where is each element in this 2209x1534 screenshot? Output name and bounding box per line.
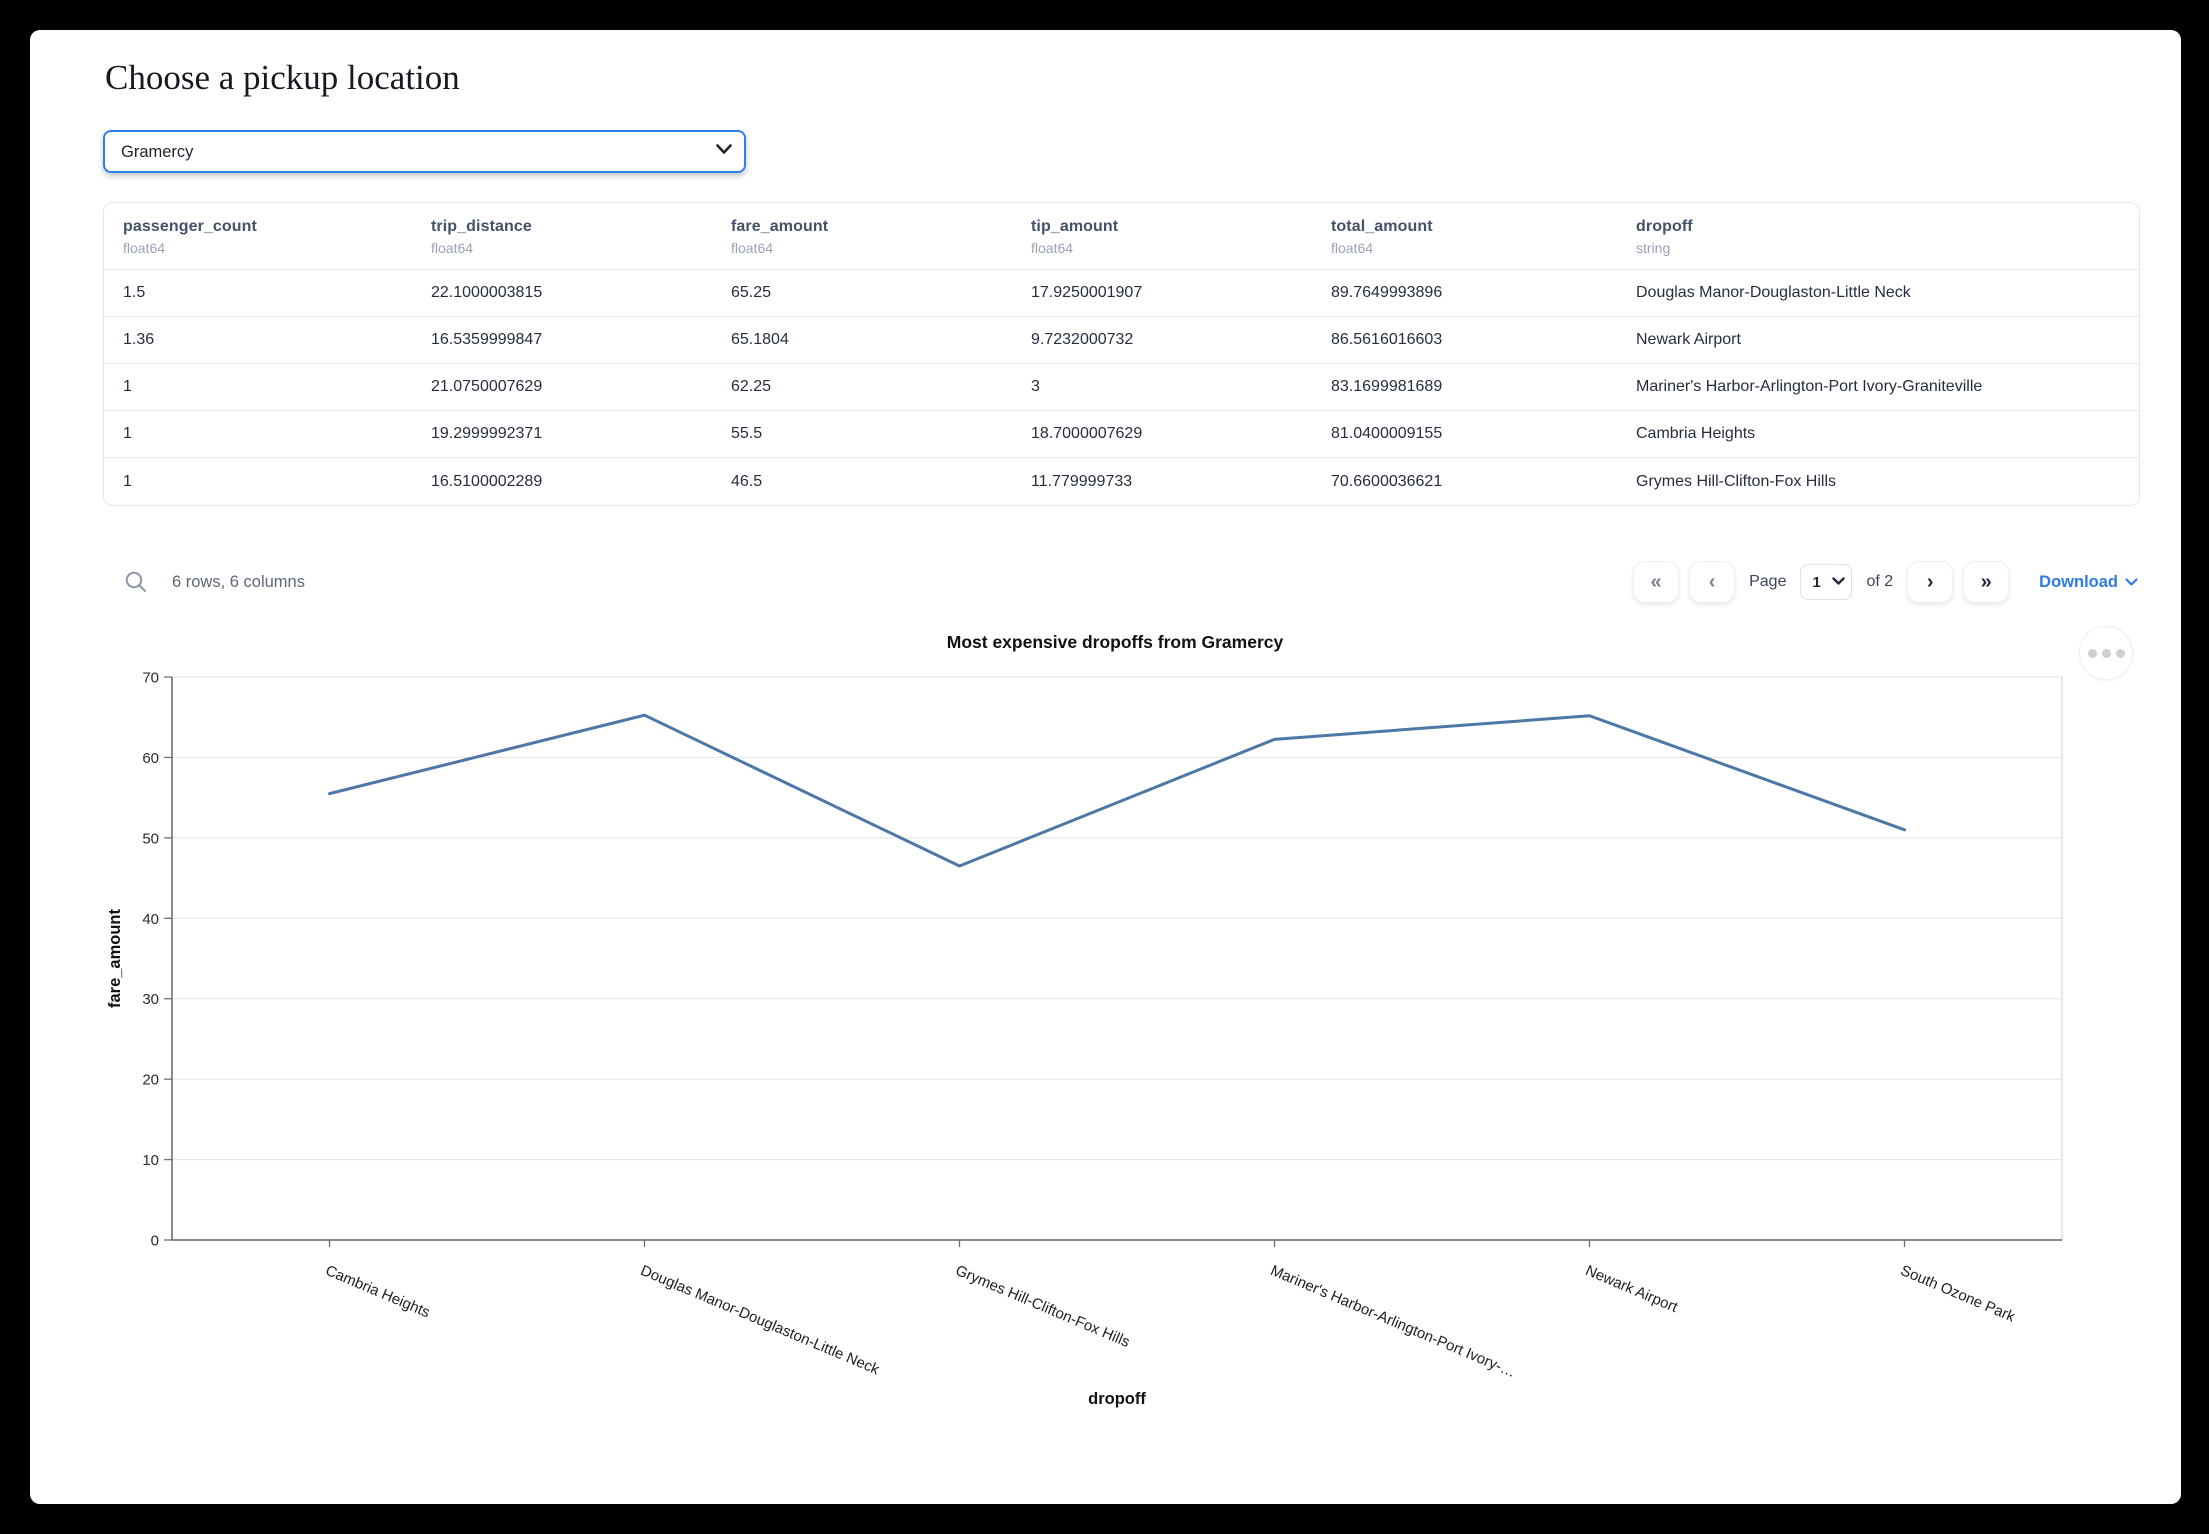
chevron-down-icon [2125, 577, 2138, 586]
page-of-label: of 2 [1866, 573, 1894, 590]
table-cell: 86.5616016603 [1331, 331, 1443, 348]
table-cell: Newark Airport [1636, 331, 1741, 348]
next-page-button[interactable]: › [1907, 561, 1954, 603]
table-cell: 21.0750007629 [431, 378, 543, 395]
column-header[interactable]: trip_distance float64 [412, 218, 712, 256]
table-cell: 19.2999992371 [431, 425, 543, 442]
table-cell: 55.5 [731, 425, 763, 442]
column-header[interactable]: fare_amount float64 [712, 218, 1012, 256]
page-select-wrap: 1 [1800, 564, 1853, 600]
table-cell: 83.1699981689 [1331, 378, 1443, 395]
y-tick-label: 70 [142, 670, 159, 687]
table-row: 1 16.5100002289 46.5 11.779999733 70.6600036… [104, 458, 2139, 505]
table-cell: 89.7649993896 [1331, 284, 1443, 301]
table-cell: 17.9250001907 [1031, 284, 1143, 301]
x-tick-label: Douglas Manor-Douglaston-Little Neck [638, 1262, 882, 1379]
table-cell: 65.25 [731, 284, 772, 301]
column-dtype: float64 [1031, 240, 1074, 256]
table-row: 1.36 16.5359999847 65.1804 9.7232000732 86.5… [104, 317, 2139, 364]
y-tick-label: 0 [151, 1233, 159, 1250]
column-header[interactable]: total_amount float64 [1312, 218, 1617, 256]
pagination-controls: « ‹ Page 1 of 2 › » Download [1633, 561, 2140, 603]
pickup-location-select[interactable]: Gramercy [103, 130, 746, 173]
x-tick-label: Newark Airport [1583, 1262, 1681, 1316]
x-tick-label: Grymes Hill-Clifton-Fox Hills [953, 1262, 1132, 1351]
table-cell: 1.5 [123, 284, 146, 301]
ellipsis-menu-icon [2087, 648, 2097, 658]
table-footer-left: 6 rows, 6 columns [103, 569, 305, 595]
y-tick-label: 60 [142, 750, 159, 767]
column-dtype: float64 [123, 240, 166, 256]
table-cell: Douglas Manor-Douglaston-Little Neck [1636, 284, 1911, 301]
table-cell: Mariner's Harbor-Arlington-Port Ivory-Gr… [1636, 378, 1983, 395]
x-axis-label: dropoff [1088, 1390, 1146, 1408]
table-body: 1.5 22.1000003815 65.25 17.9250001907 89.764… [104, 270, 2139, 505]
line-chart: 0 10 20 30 40 50 60 70 Cambria Heights Douglas Ma… [106, 670, 2063, 1408]
chart-options-ellipsis-button[interactable] [2079, 626, 2133, 680]
y-tick-label: 20 [142, 1072, 159, 1089]
column-name: fare_amount [731, 218, 829, 235]
table-cell: 1 [123, 378, 132, 395]
table-cell: 3 [1031, 378, 1040, 395]
search-icon[interactable] [123, 569, 149, 595]
table-cell: 1.36 [123, 331, 155, 348]
column-name: passenger_count [123, 218, 257, 235]
y-axis-label: fare_amount [106, 908, 124, 1008]
x-tick-label: Mariner's Harbor-Arlington-Port Ivory-… [1268, 1262, 1518, 1381]
column-dtype: float64 [431, 240, 474, 256]
x-tick-label: South Ozone Park [1898, 1262, 2018, 1326]
chart-title: Most expensive dropoffs from Gramercy [946, 632, 1284, 652]
column-name: dropoff [1636, 218, 1693, 235]
table-cell: 70.6600036621 [1331, 472, 1443, 490]
column-dtype: float64 [731, 240, 774, 256]
ellipsis-menu-icon [2115, 648, 2125, 658]
app-page: Choose a pickup location Gramercy passen… [30, 30, 2181, 1504]
column-name: total_amount [1331, 218, 1433, 235]
table-cell: 1 [123, 425, 132, 442]
table-cell: 1 [123, 472, 132, 490]
y-tick-label: 10 [142, 1152, 159, 1169]
last-page-button[interactable]: » [1963, 561, 2010, 603]
table-cell: 62.25 [731, 378, 772, 395]
column-name: tip_amount [1031, 218, 1119, 235]
table-cell: 81.0400009155 [1331, 425, 1443, 442]
table-cell: 18.7000007629 [1031, 425, 1143, 442]
page-label: Page [1749, 573, 1787, 590]
column-header[interactable]: tip_amount float64 [1012, 218, 1312, 256]
table-footer: 6 rows, 6 columns « ‹ Page 1 of 2 › » Do… [103, 558, 2140, 606]
table-cell: 46.5 [731, 472, 763, 490]
column-header[interactable]: dropoff string [1617, 218, 2139, 256]
pickup-location-select-wrap: Gramercy [103, 130, 746, 173]
table-cell: 22.1000003815 [431, 284, 543, 301]
column-header[interactable]: passenger_count float64 [104, 218, 412, 256]
page-number-select[interactable]: 1 [1800, 564, 1853, 600]
column-name: trip_distance [431, 218, 532, 235]
ellipsis-menu-icon [2101, 648, 2111, 658]
table-cell: 9.7232000732 [1031, 331, 1134, 348]
download-link[interactable]: Download [2039, 573, 2138, 592]
table-cell: 65.1804 [731, 331, 789, 348]
table-row: 1.5 22.1000003815 65.25 17.9250001907 89.764… [104, 270, 2139, 317]
y-tick-label: 30 [142, 991, 159, 1008]
first-page-button[interactable]: « [1633, 561, 1680, 603]
table-cell: 11.779999733 [1031, 472, 1133, 490]
y-tick-label: 40 [142, 911, 159, 928]
table-cell: 16.5100002289 [431, 472, 543, 490]
table-cell: 16.5359999847 [431, 331, 543, 348]
column-dtype: string [1636, 240, 1671, 256]
row-column-summary: 6 rows, 6 columns [172, 572, 305, 591]
table-cell: Grymes Hill-Clifton-Fox Hills [1636, 472, 1837, 490]
x-tick-label: Cambria Heights [323, 1262, 432, 1321]
y-tick-label: 50 [142, 830, 159, 847]
download-label: Download [2039, 572, 2118, 591]
table-cell: Cambria Heights [1636, 425, 1756, 442]
table-row: 1 21.0750007629 62.25 3 83.1699981689 Mariner… [104, 364, 2139, 411]
page-title: Choose a pickup location [105, 58, 460, 97]
chart-line [328, 713, 1906, 868]
column-dtype: float64 [1331, 240, 1374, 256]
table-row: 1 19.2999992371 55.5 18.7000007629 81.040000… [104, 411, 2139, 458]
prev-page-button[interactable]: ‹ [1689, 561, 1736, 603]
